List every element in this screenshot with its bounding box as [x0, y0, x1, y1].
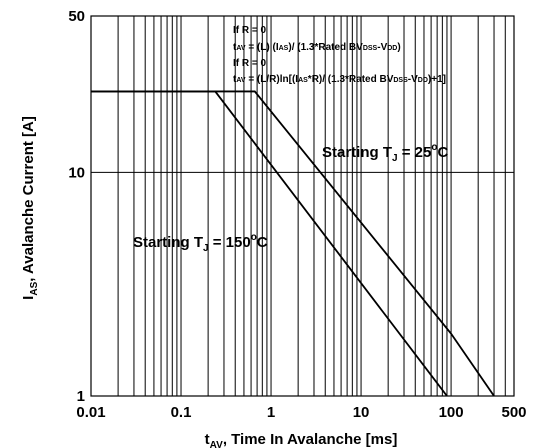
- y-tick-label: 50: [68, 8, 85, 25]
- formula-line-2: tAV = (L) (IAS)/ (1.3*Rated BVDSS-VDD): [233, 42, 401, 53]
- y-tick-label: 1: [77, 388, 85, 405]
- x-tick-label: 1: [267, 404, 275, 421]
- x-tick-label: 0.1: [171, 404, 192, 421]
- series-label-25c: Starting TJ = 25oC: [322, 142, 448, 164]
- formula-annotation: If R = 0 tAV = (L) (IAS)/ (1.3*Rated BVD…: [233, 25, 446, 85]
- series-label-150c: Starting TJ = 150oC: [133, 232, 268, 254]
- grid: [91, 16, 514, 396]
- plot-frame: [90, 15, 515, 397]
- y-axis-label: IAS, Avalanche Current [A]: [20, 116, 40, 300]
- formula-line-4: tAV = (L/R)ln[(IAS*R)/ (1.3*Rated BVDSS-…: [233, 74, 446, 85]
- x-tick-label: 10: [353, 404, 370, 421]
- series-line-1: [91, 90, 448, 397]
- x-tick-label: 100: [439, 404, 464, 421]
- x-tick-label: 500: [501, 404, 526, 421]
- formula-line-3: If R = 0: [233, 58, 267, 69]
- formula-line-1: If R = 0: [233, 25, 267, 36]
- x-tick-label: 0.01: [76, 404, 105, 421]
- series-lines: [91, 90, 495, 397]
- tick-labels: 0.01 0.1 1 10 100 500 1 10 50: [68, 8, 526, 421]
- y-tick-label: 10: [68, 164, 85, 181]
- x-axis-label: tAV, Time In Avalanche [ms]: [205, 431, 398, 448]
